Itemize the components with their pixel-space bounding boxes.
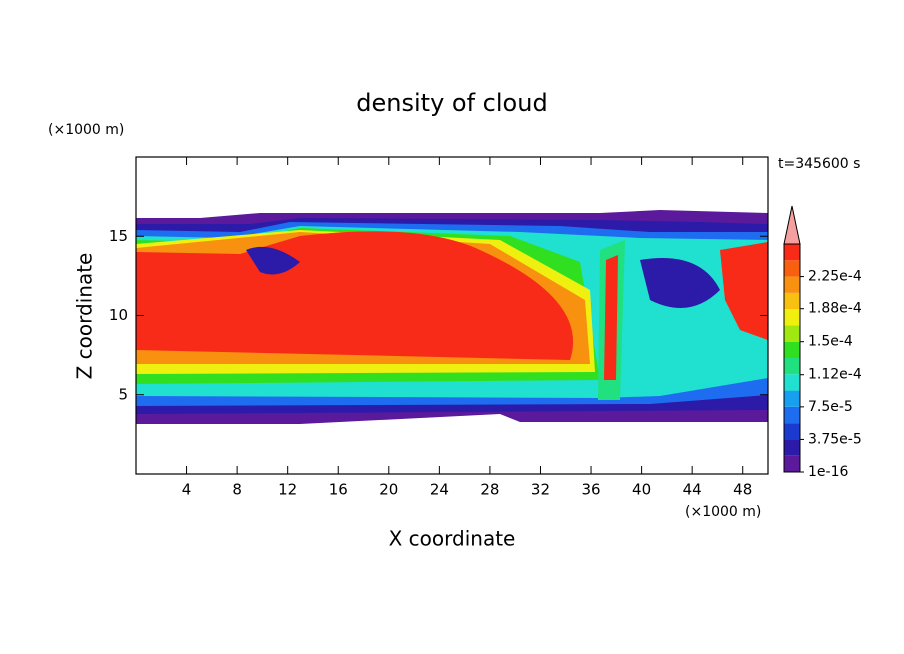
chart-title: density of cloud	[356, 89, 547, 117]
colorbar-band	[784, 341, 800, 358]
colorbar-band	[784, 390, 800, 407]
colorbar-band	[784, 406, 800, 424]
colorbar-tick-label: 1.12e-4	[808, 367, 862, 383]
x-axis-label: X coordinate	[389, 527, 516, 551]
x-tick-label: 28	[480, 481, 499, 499]
x-tick-label: 16	[329, 481, 348, 499]
time-label: t=345600 s	[778, 156, 860, 172]
colorbar-tick-label: 1.5e-4	[808, 334, 853, 350]
colorbar-over	[783, 205, 801, 245]
x-tick-label: 12	[278, 481, 297, 499]
colorbar-band	[784, 358, 800, 375]
colorbar-band	[784, 439, 800, 456]
colorbar-band	[784, 309, 800, 326]
y-axis-label: Z coordinate	[73, 253, 97, 380]
colorbar-band	[784, 292, 800, 310]
x-tick-label: 44	[683, 481, 702, 499]
x-tick-label: 32	[531, 481, 550, 499]
colorbar-band	[784, 455, 800, 472]
x-tick-label: 24	[430, 481, 449, 499]
colorbar-tick-label: 2.25e-4	[808, 269, 862, 285]
colorbar-band	[784, 423, 800, 440]
colorbar-band	[784, 276, 800, 293]
y-tick-label: 10	[109, 306, 128, 324]
x-tick-label: 8	[232, 481, 242, 499]
colorbar-tick-label: 7.5e-5	[808, 399, 853, 415]
colorbar-tick-label: 1.88e-4	[808, 301, 862, 317]
colorbar-tick-label: 1e-16	[808, 464, 848, 480]
y-tick-label: 15	[109, 227, 128, 245]
x-tick-label: 40	[632, 481, 651, 499]
x-tick-label: 20	[379, 481, 398, 499]
colorbar-band	[784, 374, 800, 391]
colorbar-band	[784, 325, 800, 342]
y-unit: (×1000 m)	[48, 122, 124, 138]
colorbar-band	[784, 260, 800, 277]
x-tick-label: 36	[581, 481, 600, 499]
colorbar-frame	[783, 243, 801, 473]
colorbar-tick-label: 3.75e-5	[808, 431, 862, 447]
contour-field	[136, 210, 768, 424]
y-tick-label: 5	[118, 385, 128, 403]
x-tick-label: 48	[733, 481, 752, 499]
x-tick-label: 4	[182, 481, 192, 499]
x-unit: (×1000 m)	[685, 504, 761, 520]
colorbar-band	[784, 244, 800, 261]
